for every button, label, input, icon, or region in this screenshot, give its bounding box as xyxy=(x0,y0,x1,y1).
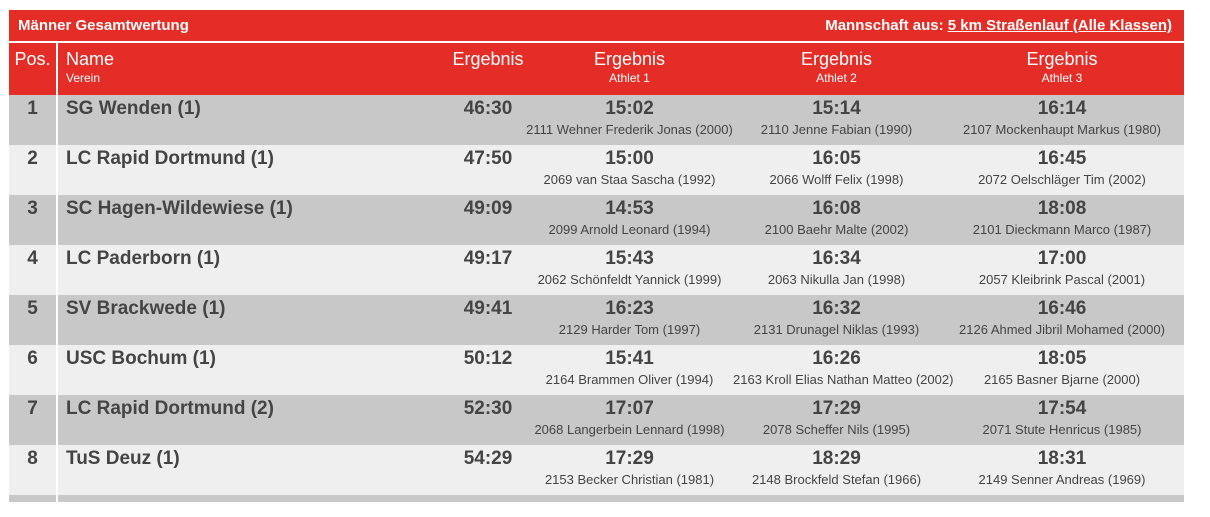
team-filter-label: Mannschaft aus: xyxy=(825,17,948,34)
column-header-name[interactable]: Name Verein xyxy=(66,49,115,85)
row-position: 2 xyxy=(9,145,58,195)
title-bar: Männer Gesamtwertung Mannschaft aus: 5 k… xyxy=(9,10,1184,43)
row-team: TuS Deuz (1) xyxy=(66,448,180,469)
row-athlete-2: 16:08 2100 Baehr Malte (2002) xyxy=(764,198,909,237)
row-athlete-3: 16:14 2107 Mockenhaupt Markus (1980) xyxy=(962,98,1161,137)
column-header-result[interactable]: Ergebnis xyxy=(452,49,524,69)
row-athlete-2: 18:29 2148 Brockfeld Stefan (1966) xyxy=(751,448,922,487)
row-team: LC Rapid Dortmund (2) xyxy=(66,398,274,419)
row-position: 6 xyxy=(9,345,58,395)
row-team: SC Hagen-Wildewiese (1) xyxy=(66,198,293,219)
row-position: 4 xyxy=(9,245,58,295)
panel-title: Männer Gesamtwertung xyxy=(18,17,189,34)
team-filter-link[interactable]: 5 km Straßenlauf (Alle Klassen) xyxy=(947,17,1172,34)
row-athlete-3: 16:45 2072 Oelschläger Tim (2002) xyxy=(978,148,1146,187)
row-athlete-3: 16:46 2126 Ahmed Jibril Mohamed (2000) xyxy=(959,298,1165,337)
table-row[interactable]: 6 USC Bochum (1) 50:12 15:41 2164 Brammen… xyxy=(9,345,1184,395)
results-panel: Männer Gesamtwertung Mannschaft aus: 5 k… xyxy=(9,10,1184,502)
row-result: 49:17 xyxy=(463,248,513,269)
row-position: 7 xyxy=(9,395,58,445)
table-row[interactable]: 1 SG Wenden (1) 46:30 15:02 2111 Wehner F… xyxy=(9,95,1184,145)
table-row[interactable]: 8 TuS Deuz (1) 54:29 17:29 2153 Becker Ch… xyxy=(9,445,1184,495)
row-team: LC Paderborn (1) xyxy=(66,248,221,269)
row-team: SG Wenden (1) xyxy=(66,98,201,119)
row-result: 46:30 xyxy=(463,98,513,119)
row-result: 49:09 xyxy=(463,198,513,219)
column-header-athlete-2[interactable]: Ergebnis Athlet 2 xyxy=(800,49,873,85)
row-result: 47:50 xyxy=(463,148,513,169)
row-athlete-1: 15:00 2069 van Staa Sascha (1992) xyxy=(543,148,716,187)
row-athlete-3: 17:54 2071 Stute Henricus (1985) xyxy=(982,398,1142,437)
row-athlete-3: 18:08 2101 Dieckmann Marco (1987) xyxy=(972,198,1152,237)
column-header-athlete-1[interactable]: Ergebnis Athlet 1 xyxy=(593,49,666,85)
row-athlete-1: 17:29 2153 Becker Christian (1981) xyxy=(544,448,715,487)
row-team: USC Bochum (1) xyxy=(66,348,216,369)
row-athlete-3: 18:31 2149 Senner Andreas (1969) xyxy=(978,448,1146,487)
row-athlete-2: 16:32 2131 Drunagel Niklas (1993) xyxy=(753,298,920,337)
row-athlete-2: 15:14 2110 Jenne Fabian (1990) xyxy=(760,98,913,137)
table-row[interactable]: 4 LC Paderborn (1) 49:17 15:43 2062 Schön… xyxy=(9,245,1184,295)
row-position: 1 xyxy=(9,95,58,145)
column-header-athlete-3[interactable]: Ergebnis Athlet 3 xyxy=(1026,49,1098,85)
row-athlete-2: 16:26 2163 Kroll Elias Nathan Matteo (200… xyxy=(733,348,954,387)
row-result: 50:12 xyxy=(463,348,513,369)
row-athlete-2: 16:34 2063 Nikulla Jan (1998) xyxy=(767,248,906,287)
row-athlete-3: 18:05 2165 Basner Bjarne (2000) xyxy=(983,348,1141,387)
row-result: 52:30 xyxy=(463,398,513,419)
row-athlete-2: 16:05 2066 Wolff Felix (1998) xyxy=(769,148,904,187)
row-athlete-1: 16:23 2129 Harder Tom (1997) xyxy=(558,298,701,337)
row-team: LC Rapid Dortmund (1) xyxy=(66,148,274,169)
row-athlete-2: 17:29 2078 Scheffer Nils (1995) xyxy=(762,398,911,437)
row-position: 5 xyxy=(9,295,58,345)
team-filter: Mannschaft aus: 5 km Straßenlauf (Alle K… xyxy=(825,17,1172,34)
table-row[interactable]: 3 SC Hagen-Wildewiese (1) 49:09 14:53 209… xyxy=(9,195,1184,245)
row-result: 49:41 xyxy=(463,298,513,319)
row-athlete-1: 15:02 2111 Wehner Frederik Jonas (2000) xyxy=(526,98,733,137)
table-row-partial xyxy=(9,495,1184,502)
row-position: 8 xyxy=(9,445,58,495)
row-result: 54:29 xyxy=(463,448,513,469)
row-athlete-1: 15:43 2062 Schönfeldt Yannick (1999) xyxy=(537,248,722,287)
row-team: SV Brackwede (1) xyxy=(66,298,226,319)
row-athlete-3: 17:00 2057 Kleibrink Pascal (2001) xyxy=(978,248,1146,287)
row-athlete-1: 17:07 2068 Langerbein Lennard (1998) xyxy=(534,398,725,437)
table-header-row: Pos. Name Verein Ergebnis Ergebnis Athlet … xyxy=(9,43,1184,95)
row-position: 3 xyxy=(9,195,58,245)
table-row[interactable]: 2 LC Rapid Dortmund (1) 47:50 15:00 2069 … xyxy=(9,145,1184,195)
column-header-pos[interactable]: Pos. xyxy=(9,43,58,95)
results-table: Pos. Name Verein Ergebnis Ergebnis Athlet … xyxy=(9,43,1184,502)
table-row[interactable]: 5 SV Brackwede (1) 49:41 16:23 2129 Harde… xyxy=(9,295,1184,345)
row-athlete-1: 15:41 2164 Brammen Oliver (1994) xyxy=(545,348,714,387)
table-row[interactable]: 7 LC Rapid Dortmund (2) 52:30 17:07 2068 … xyxy=(9,395,1184,445)
row-athlete-1: 14:53 2099 Arnold Leonard (1994) xyxy=(548,198,711,237)
